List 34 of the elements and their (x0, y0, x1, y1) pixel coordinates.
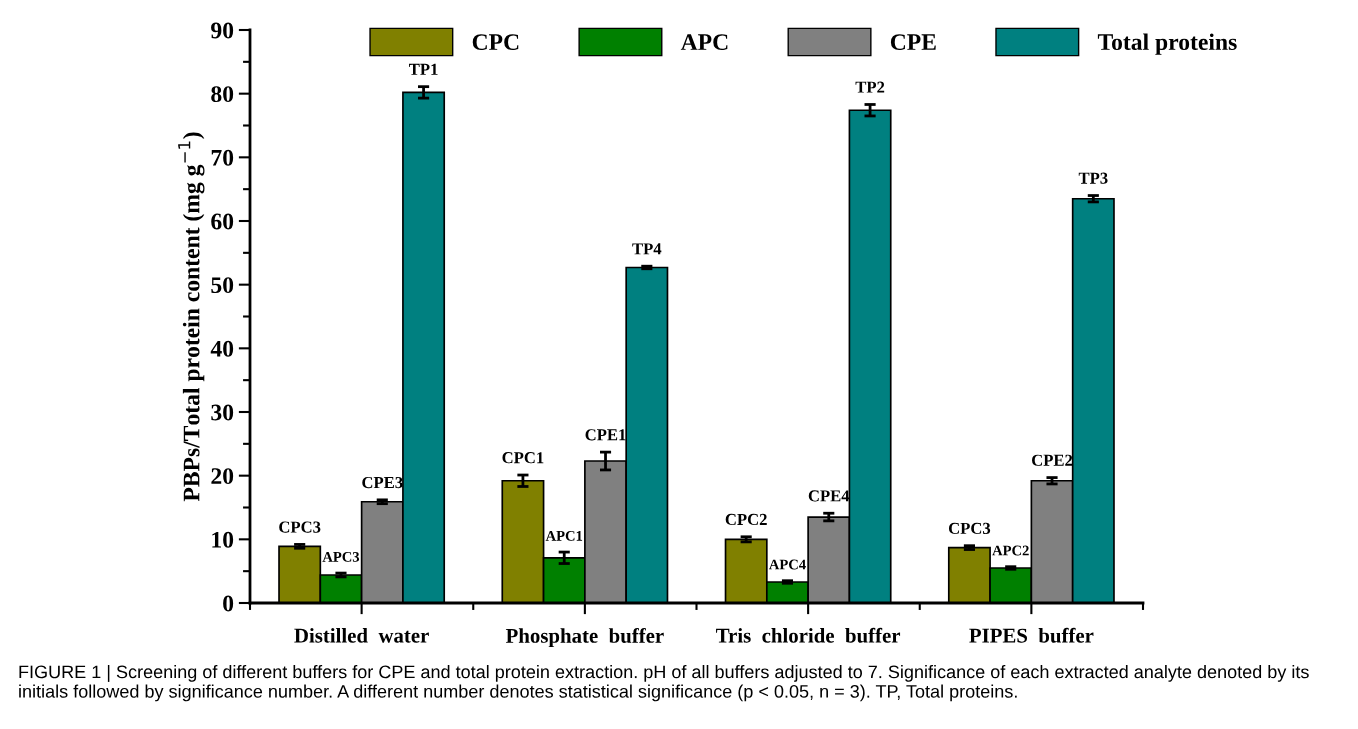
caption: FIGURE 1 | Screening of different buffers for CPE and total protein extraction. pH of all buffers adjusted to 7. Significance of each extracted analyte denoted by its initials followed by significance number. A different number denotes statistical significance (p < 0.05, n = 3). TP, Total proteins. (19, 665, 1309, 702)
legend-label: Total proteins (1097, 33, 1237, 55)
data-label: CPC1 (502, 452, 544, 464)
data-label: CPC3 (279, 521, 321, 533)
y-tick-label: 0 (223, 595, 234, 612)
data-label: TP2 (855, 81, 885, 93)
x-tick-label: Distilled water (294, 628, 429, 643)
data-label: TP3 (1078, 172, 1108, 184)
data-label: APC1 (545, 530, 583, 541)
legend-label: APC (680, 34, 728, 51)
x-tick-label: PIPES buffer (969, 627, 1094, 643)
y-tick-label: 40 (210, 340, 234, 357)
data-label: CPE4 (808, 490, 850, 502)
data-label: CPC3 (948, 522, 991, 534)
x-tick-label: Tris chloride buffer (716, 627, 901, 643)
data-label: CPC2 (725, 513, 767, 526)
y-tick-label: 20 (211, 468, 234, 485)
y-tick-label: 90 (211, 22, 234, 39)
data-label: CPE2 (1032, 454, 1073, 466)
data-label: APC2 (992, 545, 1029, 556)
y-tick-label: 70 (211, 149, 234, 166)
data-label: APC4 (768, 559, 806, 570)
x-tick-label: Phosphate buffer (505, 628, 664, 648)
data-label: APC3 (322, 551, 360, 562)
data-label: TP4 (632, 243, 662, 255)
y-tick-label: 10 (212, 531, 234, 548)
legend-label: CPE (890, 34, 936, 51)
y-tick-label: 80 (211, 86, 234, 103)
y-tick-label: 30 (211, 404, 234, 421)
y-tick-label: 60 (211, 213, 234, 230)
data-label: TP1 (409, 63, 438, 75)
legend-label: CPC (472, 34, 519, 51)
y-tick-label: 50 (211, 277, 234, 294)
y-axis-title: PBPs/Total protein content (mg g$^{−1}$) (178, 132, 205, 502)
